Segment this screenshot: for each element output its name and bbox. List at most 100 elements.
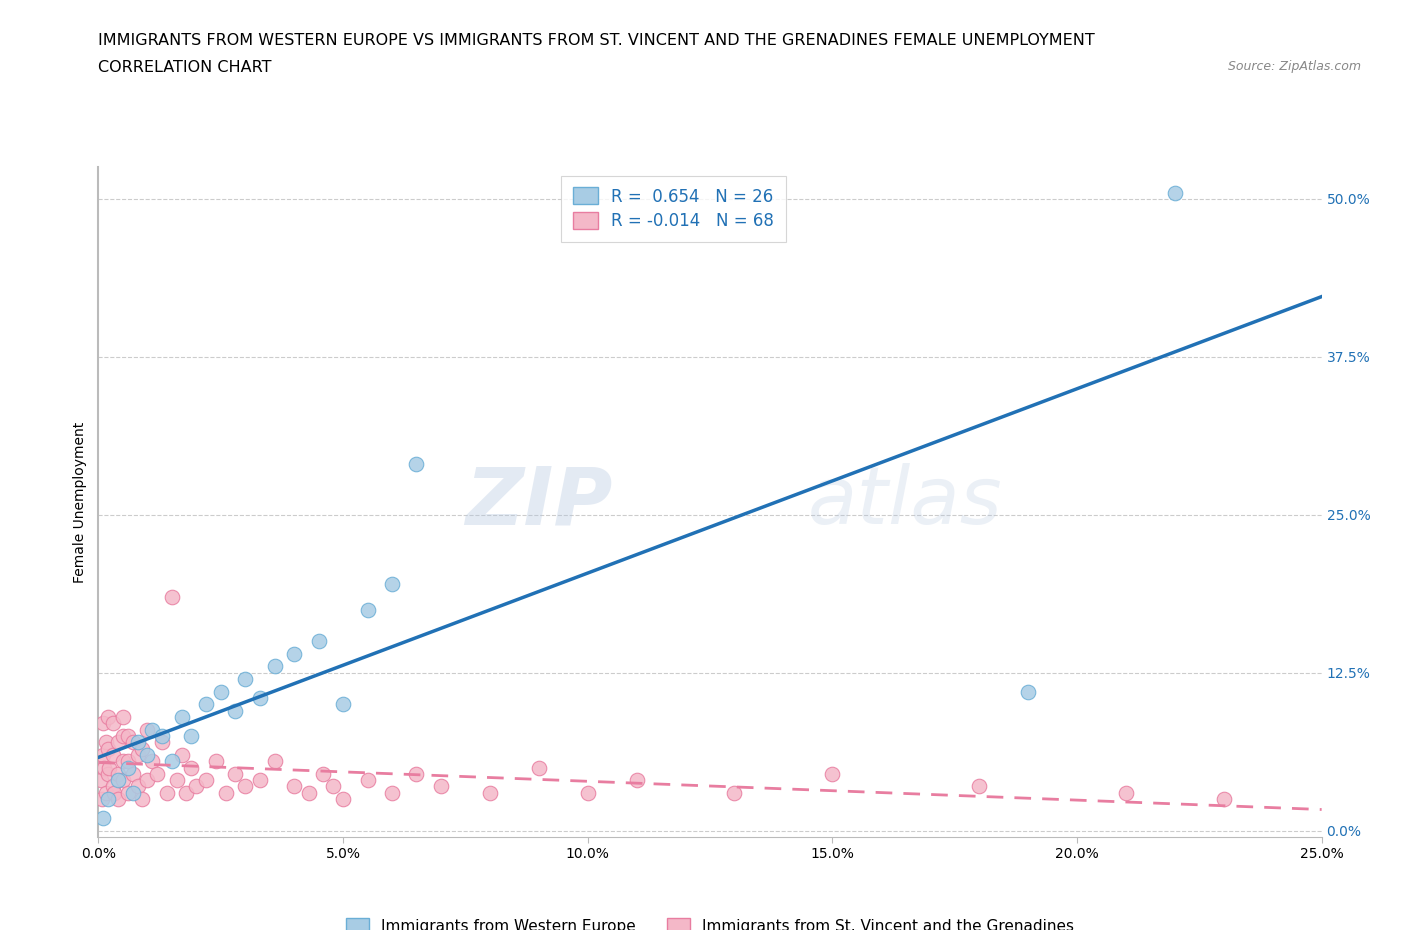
Point bbox=[101, 748, 124, 763]
Point bbox=[107, 773, 129, 788]
Point bbox=[98, 760, 121, 775]
Point bbox=[1212, 791, 1234, 806]
Point bbox=[249, 773, 271, 788]
Point bbox=[233, 671, 256, 686]
Point bbox=[131, 791, 153, 806]
Point bbox=[312, 766, 335, 781]
Point bbox=[283, 646, 305, 661]
Point bbox=[478, 785, 501, 800]
Y-axis label: Female Unemployment: Female Unemployment bbox=[73, 421, 87, 583]
Point bbox=[176, 785, 198, 800]
Text: Source: ZipAtlas.com: Source: ZipAtlas.com bbox=[1227, 60, 1361, 73]
Point bbox=[146, 766, 169, 781]
Point bbox=[405, 766, 427, 781]
Text: ZIP: ZIP bbox=[465, 463, 612, 541]
Point bbox=[527, 760, 550, 775]
Point bbox=[576, 785, 599, 800]
Point bbox=[249, 691, 271, 706]
Text: IMMIGRANTS FROM WESTERN EUROPE VS IMMIGRANTS FROM ST. VINCENT AND THE GRENADINES: IMMIGRANTS FROM WESTERN EUROPE VS IMMIGR… bbox=[98, 33, 1095, 47]
Point bbox=[136, 723, 159, 737]
Point bbox=[90, 773, 112, 788]
Point bbox=[141, 753, 163, 768]
Point bbox=[150, 735, 173, 750]
Point bbox=[117, 760, 139, 775]
Point bbox=[141, 723, 163, 737]
Point bbox=[121, 785, 143, 800]
Point bbox=[283, 779, 305, 794]
Point bbox=[356, 602, 378, 617]
Point bbox=[332, 791, 354, 806]
Point bbox=[1115, 785, 1137, 800]
Point bbox=[233, 779, 256, 794]
Point bbox=[97, 791, 120, 806]
Point bbox=[101, 779, 124, 794]
Point bbox=[127, 779, 149, 794]
Point bbox=[263, 753, 285, 768]
Point bbox=[91, 716, 114, 731]
Point bbox=[723, 785, 745, 800]
Point bbox=[101, 716, 124, 731]
Point bbox=[263, 659, 285, 674]
Point bbox=[91, 791, 114, 806]
Point bbox=[94, 735, 117, 750]
Point bbox=[127, 748, 149, 763]
Point bbox=[107, 735, 129, 750]
Point bbox=[91, 748, 114, 763]
Point bbox=[160, 753, 183, 768]
Point bbox=[195, 773, 218, 788]
Point bbox=[94, 785, 117, 800]
Point bbox=[186, 779, 208, 794]
Point bbox=[224, 766, 246, 781]
Point bbox=[156, 785, 179, 800]
Point bbox=[180, 760, 202, 775]
Point bbox=[111, 753, 134, 768]
Point bbox=[111, 773, 134, 788]
Point bbox=[121, 735, 143, 750]
Point bbox=[298, 785, 321, 800]
Point bbox=[1017, 684, 1039, 699]
Point bbox=[170, 710, 193, 724]
Point bbox=[214, 785, 236, 800]
Point bbox=[97, 710, 120, 724]
Point bbox=[107, 766, 129, 781]
Point bbox=[131, 741, 153, 756]
Point bbox=[166, 773, 188, 788]
Point bbox=[111, 728, 134, 743]
Point bbox=[127, 735, 149, 750]
Point bbox=[308, 633, 330, 648]
Point bbox=[821, 766, 844, 781]
Point bbox=[160, 590, 183, 604]
Point bbox=[205, 753, 228, 768]
Point bbox=[967, 779, 990, 794]
Point bbox=[91, 811, 114, 826]
Point bbox=[209, 684, 232, 699]
Point bbox=[97, 741, 120, 756]
Point bbox=[381, 785, 404, 800]
Point bbox=[136, 773, 159, 788]
Point bbox=[626, 773, 648, 788]
Point bbox=[150, 728, 173, 743]
Point bbox=[1164, 185, 1187, 200]
Point bbox=[103, 785, 125, 800]
Point bbox=[170, 748, 193, 763]
Point bbox=[117, 785, 139, 800]
Text: CORRELATION CHART: CORRELATION CHART bbox=[98, 60, 271, 75]
Point bbox=[93, 760, 115, 775]
Point bbox=[180, 728, 202, 743]
Point bbox=[405, 457, 427, 472]
Point bbox=[356, 773, 378, 788]
Point bbox=[322, 779, 344, 794]
Text: atlas: atlas bbox=[808, 463, 1002, 541]
Legend: Immigrants from Western Europe, Immigrants from St. Vincent and the Grenadines: Immigrants from Western Europe, Immigran… bbox=[340, 911, 1080, 930]
Point bbox=[97, 766, 120, 781]
Point bbox=[117, 753, 139, 768]
Point bbox=[381, 577, 404, 591]
Point bbox=[121, 766, 143, 781]
Point bbox=[195, 697, 218, 711]
Point bbox=[107, 791, 129, 806]
Point bbox=[224, 703, 246, 718]
Point bbox=[117, 728, 139, 743]
Point bbox=[111, 710, 134, 724]
Point bbox=[430, 779, 453, 794]
Point bbox=[136, 748, 159, 763]
